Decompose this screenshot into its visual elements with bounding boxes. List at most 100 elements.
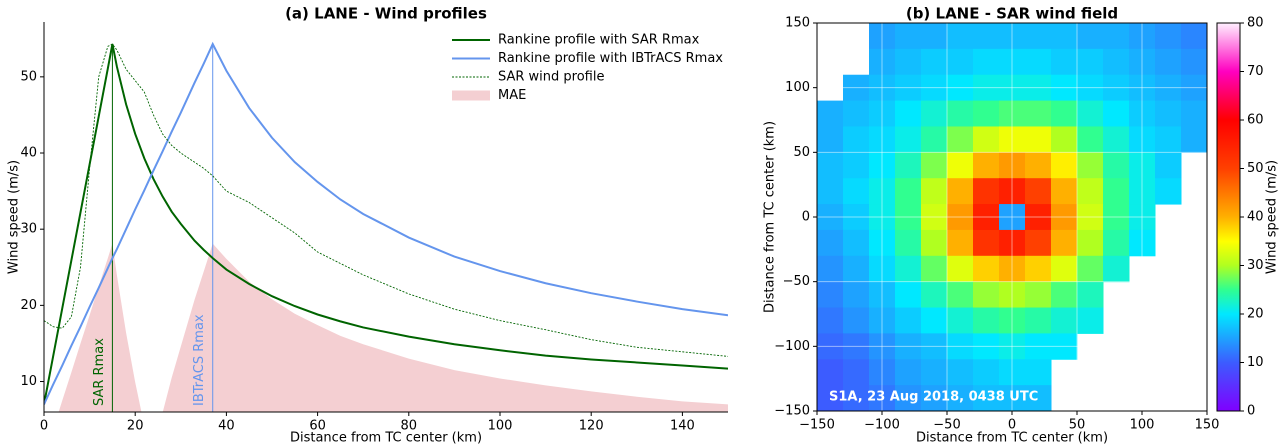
heat-cell xyxy=(1077,23,1104,50)
heat-cell xyxy=(921,281,948,309)
heat-cell xyxy=(1103,178,1130,205)
heat-cell xyxy=(1181,23,1208,50)
heat-cell xyxy=(1025,385,1052,412)
heat-cell xyxy=(1077,255,1104,283)
legend-label: Rankine profile with IBTrACS Rmax xyxy=(498,51,723,66)
heat-cell xyxy=(973,178,1000,205)
x-tick-label: 20 xyxy=(127,419,144,434)
colorbar-tick-label: 50 xyxy=(1247,161,1264,176)
heat-cell xyxy=(973,307,1000,334)
x-tick-label: 0 xyxy=(1008,418,1016,433)
chart-title: (a) LANE - Wind profiles xyxy=(285,5,487,23)
heat-cell xyxy=(947,100,974,127)
heat-cell xyxy=(921,385,948,412)
heat-cell xyxy=(1051,48,1078,76)
y-tick-label: 20 xyxy=(20,298,37,313)
x-axis-label: Distance from TC center (km) xyxy=(290,431,482,446)
y-tick-label: 10 xyxy=(20,374,37,389)
heat-cell xyxy=(817,359,844,386)
heat-cell xyxy=(921,152,948,179)
x-tick-label: 140 xyxy=(670,419,695,434)
heat-cell xyxy=(817,307,844,334)
heat-cell xyxy=(1077,281,1104,309)
heat-cell xyxy=(1077,307,1104,334)
rmax-label: SAR Rmax xyxy=(92,338,107,406)
heat-cell xyxy=(1051,229,1078,257)
colorbar-tick-label: 20 xyxy=(1247,307,1264,322)
heat-cell xyxy=(895,100,922,127)
heat-cell xyxy=(1051,126,1078,153)
heat-cell xyxy=(817,152,844,179)
colorbar-tick-label: 80 xyxy=(1247,16,1264,31)
heat-cell xyxy=(1051,281,1078,309)
heat-cell xyxy=(921,178,948,205)
x-tick-label: 150 xyxy=(1195,418,1220,433)
heat-cell xyxy=(921,359,948,386)
heat-cell xyxy=(947,229,974,257)
heat-cell xyxy=(1025,255,1052,283)
heat-cell xyxy=(973,152,1000,179)
heat-cell xyxy=(1077,48,1104,76)
heat-cell xyxy=(947,178,974,205)
heat-cell xyxy=(921,307,948,334)
heat-cell xyxy=(1077,229,1104,257)
heat-cell xyxy=(973,126,1000,153)
x-tick-label: 40 xyxy=(218,419,235,434)
heat-cell xyxy=(843,359,870,386)
heat-cell xyxy=(843,281,870,309)
heat-cell xyxy=(1155,23,1182,50)
heat-cell xyxy=(1103,152,1130,179)
line xyxy=(44,43,728,357)
heat-cell xyxy=(1077,100,1104,127)
heat-cell xyxy=(947,359,974,386)
heat-cell xyxy=(947,152,974,179)
heat-cell xyxy=(895,23,922,50)
heat-cell xyxy=(1025,48,1052,76)
colorbar-tick-label: 30 xyxy=(1247,258,1264,273)
x-tick-label: 80 xyxy=(401,419,418,434)
x-tick-label: 0 xyxy=(40,419,48,434)
y-tick-label: 40 xyxy=(20,146,37,161)
y-tick-label: 50 xyxy=(20,69,37,84)
heat-cell xyxy=(921,229,948,257)
heat-cell xyxy=(973,100,1000,127)
heat-cell xyxy=(1025,100,1052,127)
heat-cell xyxy=(843,255,870,283)
heat-cell xyxy=(817,229,844,257)
heat-cell xyxy=(1077,152,1104,179)
x-tick-label: −50 xyxy=(933,418,960,433)
heat-cell xyxy=(973,281,1000,309)
heat-cell xyxy=(1103,100,1130,127)
heat-cell xyxy=(817,255,844,283)
heat-cell xyxy=(817,100,844,127)
heat-cell xyxy=(973,255,1000,283)
colorbar xyxy=(1216,22,1241,412)
heat-cell xyxy=(1025,359,1052,386)
heat-cell xyxy=(895,255,922,283)
heat-cell xyxy=(1051,307,1078,334)
heat-cell xyxy=(1155,48,1182,76)
heat-cell xyxy=(843,178,870,205)
heat-cell xyxy=(1181,100,1208,127)
heat-cell xyxy=(947,385,974,412)
legend-label: Rankine profile with SAR Rmax xyxy=(498,33,700,48)
heat-cell xyxy=(1025,281,1052,309)
heat-cell xyxy=(921,126,948,153)
heat-cell xyxy=(947,126,974,153)
heat-cell xyxy=(1025,126,1052,153)
y-tick-label: 30 xyxy=(20,222,37,237)
line xyxy=(44,43,728,405)
y-tick-label: 0 xyxy=(802,210,810,225)
heat-cell xyxy=(1077,126,1104,153)
heat-cell xyxy=(1103,126,1130,153)
heat-cell xyxy=(1103,255,1130,283)
heat-cell xyxy=(947,48,974,76)
y-tick-label: −50 xyxy=(783,274,810,289)
heat-cell xyxy=(895,307,922,334)
heat-cell xyxy=(895,359,922,386)
heat-cell xyxy=(1051,23,1078,50)
heat-cell xyxy=(817,385,844,412)
heat-cell xyxy=(973,229,1000,257)
heat-cell xyxy=(1181,126,1208,153)
